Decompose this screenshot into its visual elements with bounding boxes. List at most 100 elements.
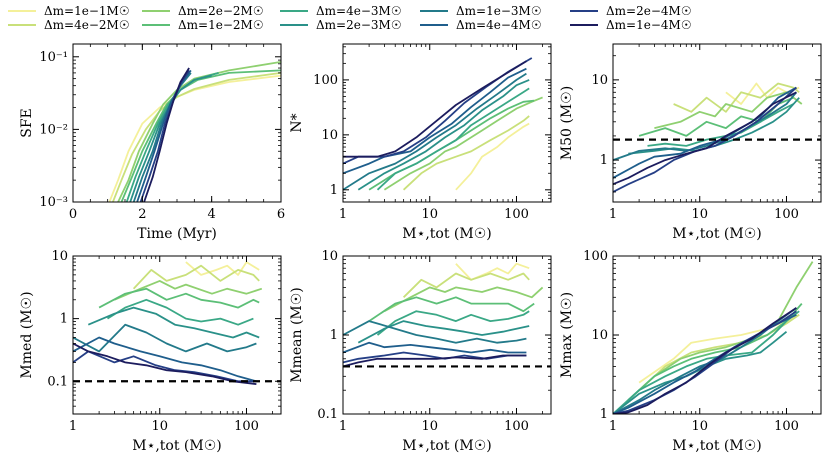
panel-nstar: 1 10 100 1 10 100 M⋆,tot (M☉) N*: [289, 43, 552, 242]
series-line-2: [383, 286, 544, 312]
series-line-3: [120, 69, 281, 202]
x-tick-label: 100: [504, 419, 529, 434]
x-tick-label: 100: [234, 419, 259, 434]
panel-m50: 1 10 100 1 10 M⋆,tot (M☉) M50 (M☉): [559, 43, 822, 242]
y-axis-label: Mmed (M☉): [19, 291, 35, 378]
legend-entry: Δm=4e−2M☉: [8, 18, 130, 32]
legend-entry: Δm=1e−2M☉: [142, 18, 264, 32]
legend-entry: Δm=4e−4M☉: [420, 18, 542, 32]
legend-entry: Δm=1e−3M☉: [420, 4, 542, 18]
y-tick-label: 10: [51, 249, 68, 264]
legend-label: Δm=4e−2M☉: [44, 18, 130, 32]
legend-label: Δm=1e−1M☉: [44, 4, 130, 18]
series-line-1: [112, 72, 281, 202]
x-tick-label: 10: [151, 419, 168, 434]
x-tick-label: 6: [277, 207, 285, 222]
axes-frame: [612, 255, 822, 415]
x-tick-label: 1: [339, 419, 347, 434]
y-tick-label: 10: [321, 249, 338, 264]
series-line-2: [117, 61, 281, 202]
series-line-4: [376, 87, 530, 191]
legend-entry: Δm=2e−2M☉: [142, 4, 264, 18]
x-tick-label: 1: [609, 419, 617, 434]
y-tick-label: 1: [600, 407, 608, 422]
legend-label: Δm=2e−2M☉: [178, 4, 264, 18]
series-line-9: [343, 354, 527, 368]
series-line-2: [627, 261, 814, 401]
x-tick-label: 0: [69, 207, 77, 222]
x-tick-label: 1: [339, 207, 347, 222]
legend: Δm=1e−1M☉Δm=4e−2M☉ Δm=2e−2M☉Δm=1e−2M☉ Δm=4…: [8, 4, 692, 32]
series-line-2: [654, 91, 803, 129]
y-tick-label: 10⁻²: [39, 122, 68, 137]
panel-mmax: 1 10 100 1 10 100 M⋆,tot (M☉) Mmax (M☉): [559, 249, 822, 454]
x-axis-label: M⋆,tot (M☉): [672, 226, 762, 242]
series-line-0: [185, 261, 260, 276]
x-tick-label: 10: [421, 207, 438, 222]
axes-frame: [72, 255, 282, 415]
series-line-9: [73, 342, 257, 385]
x-tick-label: 2: [138, 207, 146, 222]
series-group: [613, 82, 803, 193]
x-tick-label: 100: [774, 419, 799, 434]
series-line-6: [613, 91, 798, 161]
legend-label: Δm=4e−3M☉: [316, 4, 402, 18]
x-tick-label: 10: [691, 419, 708, 434]
y-tick-label: 1: [330, 183, 338, 198]
series-group: [343, 57, 543, 191]
legend-entry: Δm=4e−3M☉: [280, 4, 402, 18]
series-line-5: [357, 320, 530, 344]
series-line-1: [673, 82, 800, 113]
y-tick-label: 10: [591, 328, 608, 343]
legend-label: Δm=2e−3M☉: [316, 18, 402, 32]
axes-frame: [342, 43, 552, 203]
y-tick-label: 10: [321, 128, 338, 143]
series-line-3: [627, 303, 803, 401]
series-line-1: [132, 264, 260, 290]
series-line-2: [383, 96, 543, 191]
series-line-5: [357, 79, 530, 191]
series-line-9: [143, 67, 190, 202]
series-line-3: [368, 296, 535, 322]
series-line-7: [343, 341, 527, 354]
y-axis-label: SFE: [19, 108, 35, 138]
series-group: [108, 61, 281, 202]
y-tick-label: 100: [313, 73, 338, 88]
y-tick-label: 1: [60, 312, 68, 327]
legend-label: Δm=1e−4M☉: [606, 18, 692, 32]
x-tick-label: 10: [421, 419, 438, 434]
series-line-9: [343, 60, 527, 158]
y-axis-label: N*: [289, 113, 305, 132]
series-line-9: [613, 307, 797, 414]
y-tick-label: 1: [600, 153, 608, 168]
legend-label: Δm=4e−4M☉: [456, 18, 542, 32]
series-line-5: [613, 331, 788, 414]
series-line-1: [402, 272, 530, 298]
series-line-4: [107, 298, 254, 326]
axes-frame: [612, 43, 822, 203]
x-tick-label: 10: [691, 207, 708, 222]
legend-label: Δm=2e−4M☉: [606, 4, 692, 18]
series-group: [613, 261, 814, 414]
series-line-6: [343, 320, 527, 344]
panel-sfe: 0 2 4 6 10⁻³ 10⁻² 10⁻¹ Time (Myr) SFE: [19, 43, 285, 242]
legend-entry: Δm=2e−3M☉: [280, 18, 402, 32]
x-axis-label: M⋆,tot (M☉): [132, 438, 222, 454]
series-line-7: [343, 67, 527, 175]
legend-entry: Δm=1e−1M☉: [8, 4, 130, 18]
series-group: [73, 261, 263, 385]
series-line-5: [87, 306, 260, 339]
series-line-6: [343, 72, 527, 191]
panel-mmed: 1 10 100 0.1 1 10 M⋆,tot (M☉) Mmed (M☉): [19, 249, 282, 454]
series-line-8: [613, 310, 797, 414]
y-tick-label: 0.1: [317, 407, 338, 422]
series-line-8: [73, 350, 257, 383]
y-tick-label: 1: [330, 328, 338, 343]
y-tick-label: 10: [591, 73, 608, 88]
y-tick-label: 100: [583, 249, 608, 264]
x-tick-label: 4: [208, 207, 216, 222]
series-line-4: [376, 310, 530, 336]
x-tick-label: 100: [504, 207, 529, 222]
